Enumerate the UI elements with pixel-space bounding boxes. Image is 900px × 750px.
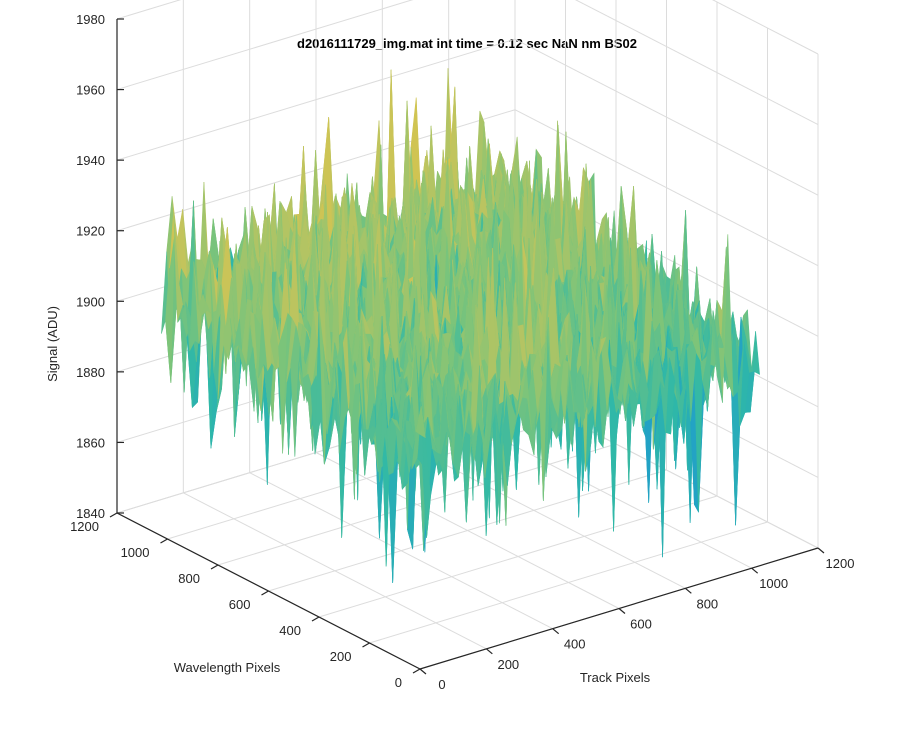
x-tick-label: 600 xyxy=(630,617,652,632)
x-tick-label: 0 xyxy=(438,677,445,692)
x-tick-label: 200 xyxy=(497,657,519,672)
x-tick-label: 800 xyxy=(696,596,718,611)
chart-title: d2016111729_img.mat int time = 0.12 sec … xyxy=(297,36,637,51)
grid-line xyxy=(574,0,819,126)
grid-line xyxy=(712,0,819,55)
z-tick-label: 1940 xyxy=(76,153,105,168)
y-tick-label: 800 xyxy=(178,571,200,586)
grid-line xyxy=(514,38,819,196)
z-tick-label: 1880 xyxy=(76,365,105,380)
x-tick-label: 1200 xyxy=(826,556,855,571)
grid-line xyxy=(318,495,718,618)
z-tick-label: 1960 xyxy=(76,83,105,98)
x-tick-label: 1000 xyxy=(759,576,788,591)
z-tick-label: 1840 xyxy=(76,506,105,521)
z-tick-label: 1920 xyxy=(76,224,105,239)
grid-line xyxy=(268,469,667,592)
y-tick-label: 0 xyxy=(395,675,402,690)
x-axis-label: Track Pixels xyxy=(580,670,651,685)
surface-plot xyxy=(161,68,760,584)
y-tick-label: 1000 xyxy=(121,545,150,560)
y-tick-label: 1200 xyxy=(70,519,99,534)
x-tick-label: 400 xyxy=(564,637,586,652)
y-tick-label: 200 xyxy=(330,649,352,664)
z-tick-label: 1860 xyxy=(76,435,105,450)
z-axis-label: Signal (ADU) xyxy=(45,306,60,382)
y-tick-label: 400 xyxy=(279,623,301,638)
y-tick-label: 600 xyxy=(229,597,251,612)
y-axis-label: Wavelength Pixels xyxy=(174,660,281,675)
z-tick-label: 1900 xyxy=(76,294,105,309)
grid-line xyxy=(116,38,516,161)
grid-line xyxy=(369,521,768,644)
grid-line xyxy=(217,443,617,566)
z-tick-label: 1980 xyxy=(76,12,105,27)
grid-line xyxy=(116,0,414,91)
